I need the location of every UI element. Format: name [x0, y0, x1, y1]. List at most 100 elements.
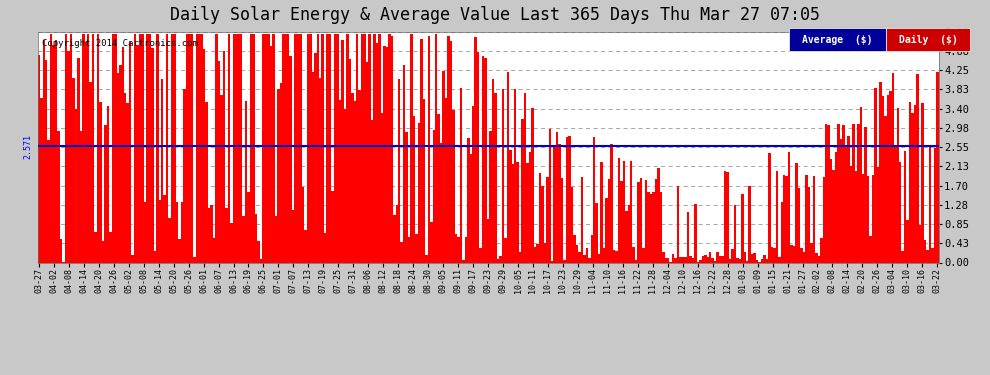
Bar [445, 98, 447, 262]
Bar [783, 175, 785, 262]
Bar [605, 198, 608, 262]
Bar [57, 131, 59, 262]
Bar [694, 204, 697, 262]
Bar [649, 194, 652, 262]
Bar [704, 255, 707, 262]
Bar [770, 248, 773, 262]
Bar [522, 119, 524, 262]
Bar [613, 250, 615, 262]
Bar [435, 34, 438, 262]
Bar [859, 107, 862, 262]
Bar [674, 258, 677, 262]
Bar [897, 108, 899, 262]
Bar [937, 72, 939, 262]
Bar [452, 110, 454, 262]
Bar [610, 144, 613, 262]
Bar [864, 127, 867, 262]
Bar [551, 261, 553, 262]
Bar [413, 116, 415, 262]
Bar [682, 256, 684, 262]
Bar [307, 34, 309, 262]
Bar [284, 34, 287, 262]
Bar [544, 243, 546, 262]
Bar [489, 130, 492, 262]
Bar [457, 237, 459, 262]
Bar [302, 187, 304, 262]
Bar [912, 113, 914, 262]
Bar [289, 56, 292, 262]
Bar [383, 46, 386, 262]
Bar [907, 220, 909, 262]
Bar [712, 258, 714, 262]
Bar [785, 176, 788, 262]
Bar [529, 153, 532, 262]
Bar [820, 238, 823, 262]
Bar [539, 173, 542, 262]
Bar [337, 34, 339, 262]
Bar [838, 124, 840, 262]
Bar [72, 78, 74, 262]
Bar [79, 131, 82, 262]
Bar [484, 58, 487, 262]
Bar [299, 34, 302, 262]
Bar [269, 46, 272, 262]
Bar [553, 147, 556, 262]
Bar [793, 246, 795, 262]
Bar [203, 50, 206, 262]
Bar [240, 34, 243, 262]
Bar [828, 125, 830, 262]
Bar [474, 38, 477, 262]
Bar [77, 58, 79, 262]
Bar [867, 176, 869, 262]
Bar [835, 152, 838, 262]
Bar [573, 235, 576, 262]
Bar [423, 99, 425, 262]
Text: Daily Solar Energy & Average Value Last 365 Days Thu Mar 27 07:05: Daily Solar Energy & Average Value Last … [170, 6, 820, 24]
Bar [760, 260, 763, 262]
Bar [679, 257, 682, 262]
Bar [440, 143, 443, 262]
Bar [348, 58, 351, 262]
Bar [512, 164, 514, 262]
Bar [546, 177, 548, 262]
Bar [778, 257, 780, 262]
Bar [366, 62, 368, 262]
Bar [168, 218, 171, 262]
Bar [580, 177, 583, 262]
Bar [262, 34, 264, 262]
Bar [842, 124, 844, 262]
Bar [844, 147, 847, 262]
Bar [504, 238, 507, 262]
Bar [153, 251, 156, 262]
Bar [48, 140, 50, 262]
Bar [798, 188, 800, 262]
Bar [279, 83, 282, 262]
Bar [144, 202, 147, 262]
Bar [758, 261, 760, 262]
Bar [722, 255, 724, 262]
Bar [714, 261, 717, 262]
Bar [507, 72, 509, 262]
Bar [914, 105, 917, 262]
Bar [82, 34, 84, 262]
Bar [857, 124, 859, 262]
Bar [132, 255, 134, 262]
Bar [403, 64, 405, 262]
Bar [756, 260, 758, 262]
Bar [892, 73, 894, 262]
Bar [193, 256, 196, 262]
Bar [654, 179, 657, 262]
Bar [368, 34, 371, 262]
Bar [652, 192, 654, 262]
Bar [309, 34, 312, 262]
Bar [618, 158, 620, 262]
Bar [334, 34, 337, 262]
Bar [517, 162, 519, 262]
Bar [825, 124, 828, 262]
Bar [124, 93, 127, 262]
Bar [238, 34, 240, 262]
Bar [833, 170, 835, 262]
Bar [924, 240, 927, 262]
Bar [117, 73, 119, 262]
Bar [805, 175, 808, 262]
